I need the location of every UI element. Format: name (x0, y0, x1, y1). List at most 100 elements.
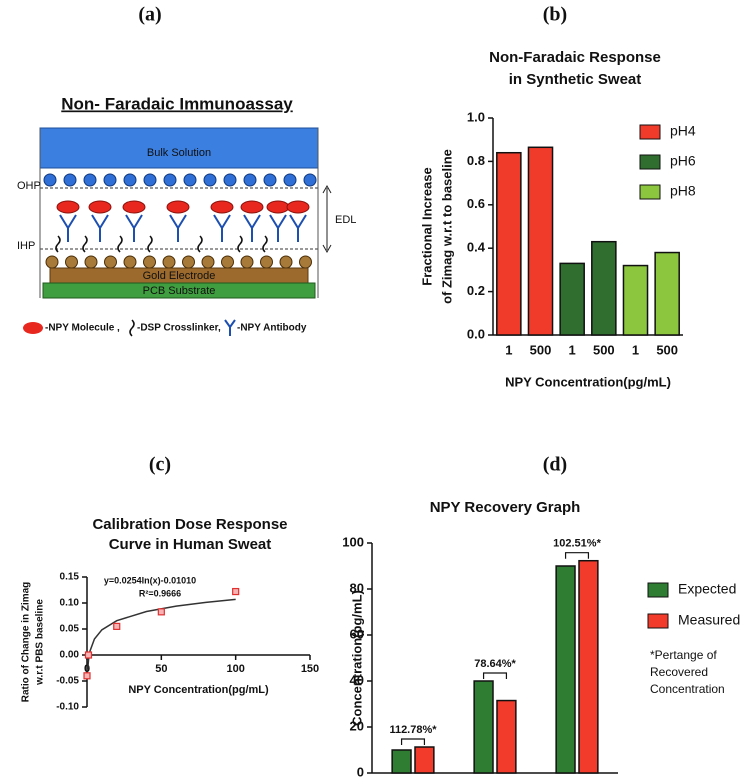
x-tick-label: 1 (505, 342, 512, 357)
legend-swatch (647, 613, 669, 629)
y-tick-label: 0.05 (60, 624, 80, 635)
bead (201, 255, 215, 269)
bulk-label: Bulk Solution (147, 147, 211, 159)
bar (578, 559, 599, 774)
antibody (125, 214, 143, 242)
bar (622, 264, 649, 336)
y-tick-label: 0 (357, 764, 364, 779)
bead (143, 255, 156, 269)
annotation: y=0.0254ln(x)-0.01010 (104, 575, 196, 585)
bar (496, 699, 517, 774)
y-axis-label: of Zimag w.r.t to baseline (439, 149, 454, 304)
legend-crosslinker (129, 319, 135, 337)
chart-title: Curve in Human Sweat (109, 536, 272, 553)
chart-title: in Synthetic Sweat (509, 71, 642, 88)
ion (163, 173, 177, 187)
antibody (169, 214, 187, 242)
y-tick-label: 0.8 (467, 153, 485, 168)
y-tick-label: 100 (342, 534, 364, 549)
ion (123, 173, 137, 187)
crosslinker (237, 235, 243, 253)
crosslinker (82, 235, 88, 253)
bracket (482, 672, 508, 679)
annotation: R²=0.9666 (139, 588, 181, 598)
bulk-solution (39, 127, 319, 169)
bar (496, 151, 522, 336)
npy-molecule (122, 200, 146, 214)
y-tick-label: 0.15 (60, 572, 80, 583)
bar (555, 565, 576, 774)
chart-title: Calibration Dose Response (92, 516, 287, 533)
bead (104, 255, 117, 269)
ohp-label: OHP (17, 180, 41, 192)
bracket (564, 552, 590, 559)
y-tick-label: 0.00 (60, 650, 80, 661)
diagram-title: Non- Faradaic Immunoassay (61, 94, 293, 113)
y-tick-label: 0.4 (467, 240, 486, 255)
bead (162, 255, 176, 269)
crosslinker (147, 235, 153, 253)
ihp-label: IHP (17, 240, 35, 252)
bead (84, 255, 98, 269)
legend-label: pH6 (670, 153, 696, 169)
ion (183, 173, 197, 187)
bead (123, 255, 137, 269)
bar (414, 746, 435, 774)
panel-label: (c) (149, 454, 171, 476)
y-tick-label: 0.10 (60, 598, 80, 609)
panel-label: (b) (543, 4, 567, 26)
panel-label: (a) (138, 4, 161, 26)
bead (299, 255, 312, 269)
x-tick-label: 100 (226, 663, 244, 675)
pcb-substrate (42, 282, 316, 299)
legend-label: Expected (678, 581, 736, 597)
y-axis-label: Fractional Increase (419, 167, 434, 286)
npy-molecule (210, 200, 234, 214)
npy-molecule (266, 200, 290, 214)
note: Concentration (650, 682, 725, 696)
pcb-label: PCB Substrate (143, 285, 216, 297)
npy-molecule (240, 200, 264, 214)
y-axis-label: Concentration(pg/mL) (349, 590, 364, 726)
bead (279, 255, 293, 269)
chart-title: Non-Faradaic Response (489, 49, 661, 66)
legend-text: -NPY Molecule , (45, 323, 120, 334)
crosslinker (117, 235, 123, 253)
antibody (59, 214, 77, 242)
data-point (84, 651, 93, 659)
antibody (213, 214, 231, 242)
x-tick-label: 500 (593, 342, 615, 357)
edl-label: EDL (335, 214, 356, 226)
y-tick-label: 1.0 (467, 109, 485, 124)
npy-molecule (166, 200, 190, 214)
y-tick-label: -0.10 (56, 702, 79, 713)
y-tick-label: 40 (350, 672, 364, 687)
ion (303, 173, 317, 187)
npy-molecule (286, 200, 310, 214)
data-point (83, 672, 91, 680)
antibody (243, 214, 261, 242)
ion (223, 173, 237, 187)
bar (527, 146, 554, 336)
annotation: 102.51%* (553, 538, 601, 550)
ion (63, 173, 77, 187)
ion (203, 173, 217, 187)
legend-swatch (639, 124, 661, 140)
ion (143, 173, 157, 187)
crosslinker (197, 235, 203, 253)
bracket (400, 738, 426, 746)
bead (65, 255, 78, 269)
y-tick-label: 0.2 (467, 283, 485, 298)
npy-molecule (56, 200, 80, 214)
ion (103, 173, 117, 187)
x-axis-label: NPY Concentration(pg/mL) (128, 684, 269, 696)
y-tick-label: 60 (350, 626, 364, 641)
gold-label: Gold Electrode (143, 270, 216, 282)
bead (45, 255, 59, 269)
ion (263, 173, 277, 187)
edl-arrowheads (322, 184, 332, 254)
legend-text: -NPY Antibody (237, 323, 307, 334)
x-tick-label: 150 (301, 663, 319, 675)
bar (654, 251, 680, 336)
